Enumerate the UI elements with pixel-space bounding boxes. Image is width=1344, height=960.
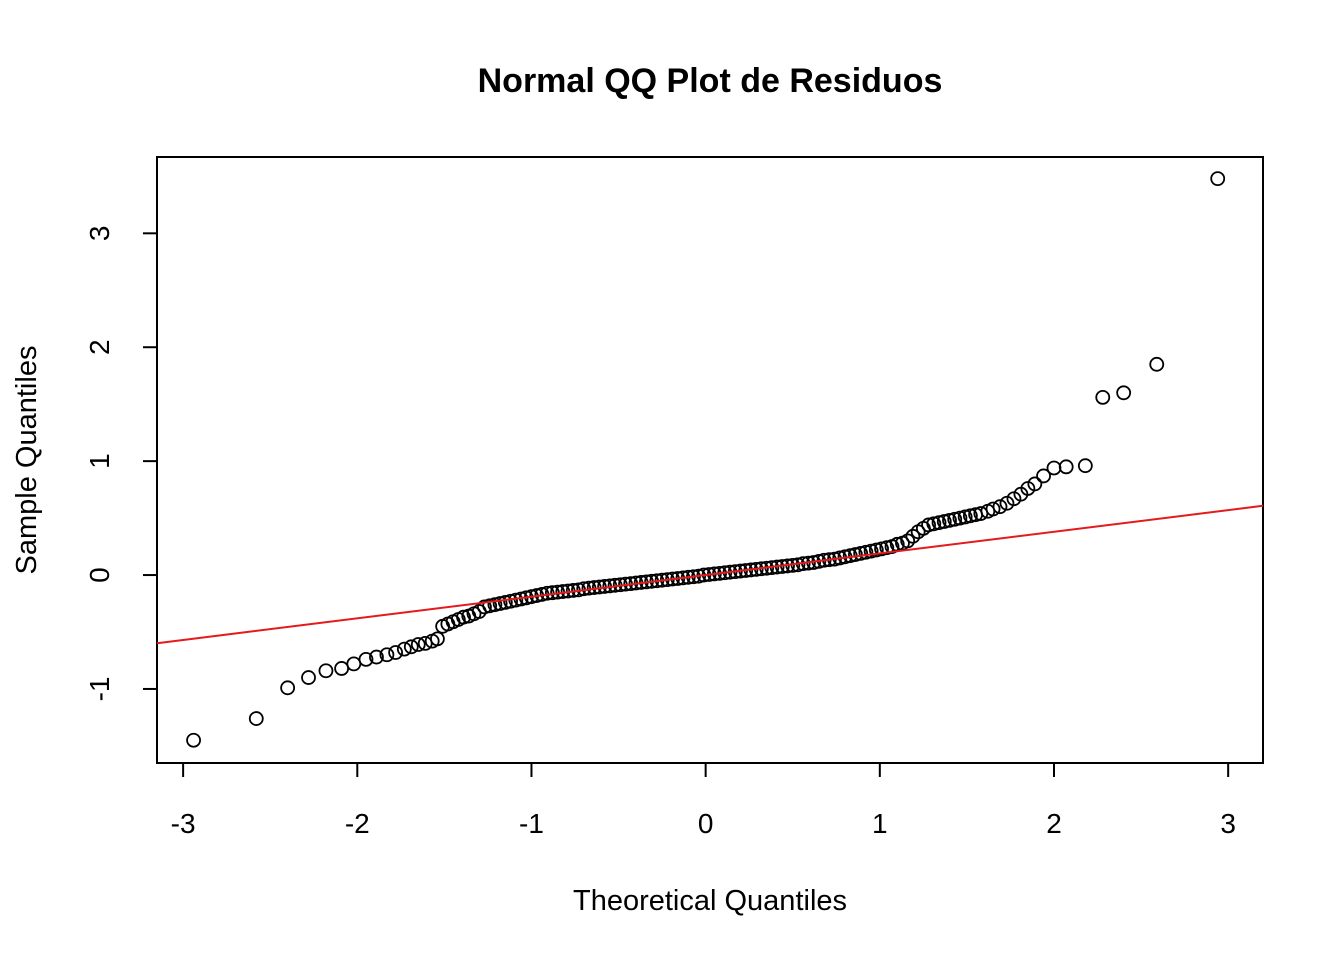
data-point — [358, 651, 374, 667]
data-point — [503, 593, 518, 609]
data-point — [403, 639, 419, 655]
plot-frame — [156, 156, 1264, 764]
data-point — [868, 542, 884, 558]
x-tick-label: 2 — [1046, 808, 1062, 839]
data-point — [396, 641, 412, 657]
data-point — [1046, 460, 1062, 476]
reference-line — [156, 504, 1264, 645]
data-point — [874, 541, 889, 557]
data-point — [942, 512, 957, 528]
data-point — [936, 514, 952, 529]
data-point — [921, 517, 936, 533]
x-tick-label: -1 — [519, 808, 544, 839]
data-point — [992, 499, 1008, 515]
y-tick-label: 0 — [84, 567, 115, 583]
data-point — [853, 546, 869, 561]
data-point — [186, 732, 201, 748]
data-point — [1077, 458, 1093, 474]
y-tick-label: 2 — [84, 339, 115, 355]
x-tick-label: 3 — [1220, 808, 1236, 839]
reference-line-layer — [156, 504, 1264, 645]
data-point — [962, 508, 978, 524]
x-tick-label: 1 — [872, 808, 888, 839]
data-point — [497, 594, 513, 610]
x-tick-label: 0 — [698, 808, 714, 839]
x-axis: -3 -2 -1 0 1 2 3 — [171, 762, 1236, 839]
chart-title: Normal QQ Plot de Residuos — [478, 62, 943, 100]
data-point — [1058, 459, 1074, 475]
x-tick-label: -3 — [171, 808, 196, 839]
data-point — [957, 509, 973, 525]
data-point — [1027, 476, 1043, 492]
data-point — [334, 661, 350, 676]
data-point — [388, 645, 404, 660]
data-point — [1095, 389, 1111, 405]
y-axis-label: Sample Quantiles — [11, 346, 43, 575]
data-point — [1210, 171, 1226, 187]
data-point — [947, 511, 963, 527]
data-point — [905, 528, 921, 544]
data-point — [318, 663, 334, 679]
data-point — [477, 599, 492, 615]
data-point — [456, 609, 471, 625]
data-point — [1116, 385, 1132, 401]
data-point — [1149, 356, 1165, 372]
data-point — [487, 597, 503, 613]
data-point — [848, 547, 863, 562]
data-point — [858, 544, 874, 560]
data-point — [985, 501, 1001, 517]
y-tick-label: 1 — [84, 453, 115, 469]
x-axis-label: Theoretical Quantiles — [573, 885, 847, 917]
points-layer — [186, 171, 1226, 748]
data-point — [926, 516, 942, 532]
y-axis: -1 0 1 2 3 — [84, 226, 158, 702]
data-point — [900, 533, 916, 549]
data-point — [410, 637, 426, 652]
data-point — [879, 540, 895, 556]
y-tick-label: 3 — [84, 226, 115, 242]
data-point — [492, 596, 508, 611]
data-point — [346, 656, 362, 672]
data-point — [952, 510, 968, 526]
data-point — [379, 647, 395, 663]
data-point — [301, 670, 316, 685]
y-tick-label: -1 — [84, 677, 115, 702]
data-point — [931, 515, 947, 531]
data-point — [1036, 468, 1051, 484]
data-point — [482, 598, 498, 614]
data-point — [248, 711, 264, 726]
data-point — [369, 649, 384, 665]
data-point — [280, 680, 296, 696]
data-point — [430, 631, 445, 647]
data-point — [863, 543, 879, 559]
x-tick-label: -2 — [345, 808, 370, 839]
